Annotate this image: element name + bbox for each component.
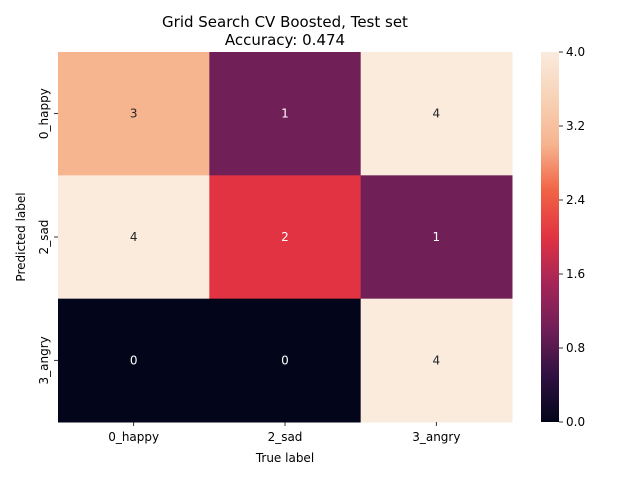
colorbar <box>541 52 559 422</box>
colorbar-ticks: 0.0 0.8 1.6 2.4 3.2 4.0 <box>559 45 585 429</box>
cell-value-label: 1 <box>281 107 289 121</box>
colorbar-tick-label: 0.0 <box>566 415 585 429</box>
heatmap-cell <box>209 52 362 176</box>
colorbar-tick-label: 1.6 <box>566 267 585 281</box>
chart-title-line2: Accuracy: 0.474 <box>225 31 345 49</box>
y-axis-label: Predicted label <box>14 192 28 281</box>
y-axis-ticks: 0_happy 2_sad 3_angry <box>37 88 58 384</box>
chart-title-line1: Grid Search CV Boosted, Test set <box>162 13 408 31</box>
colorbar-tick-label: 0.8 <box>566 341 585 355</box>
heatmap-cell <box>58 298 210 423</box>
heatmap-cell <box>58 175 210 300</box>
heatmap-cell <box>58 52 210 176</box>
x-tick-label: 2_sad <box>268 430 303 444</box>
cell-value-label: 0 <box>281 353 289 367</box>
x-axis-label: True label <box>255 451 314 465</box>
heatmap-cells: 3 1 4 4 2 1 0 0 4 <box>58 52 513 423</box>
heatmap-cell <box>360 175 513 300</box>
cell-value-label: 4 <box>433 107 441 121</box>
x-tick-label: 3_angry <box>412 430 460 444</box>
y-tick-label: 0_happy <box>37 88 51 139</box>
heatmap-cell <box>360 298 513 423</box>
y-tick-label: 2_sad <box>37 220 51 255</box>
cell-value-label: 4 <box>130 230 138 244</box>
cell-value-label: 1 <box>433 230 441 244</box>
y-tick-label: 3_angry <box>37 336 51 384</box>
cell-value-label: 3 <box>130 107 138 121</box>
colorbar-tick-label: 4.0 <box>566 45 585 59</box>
x-tick-label: 0_happy <box>108 430 159 444</box>
cell-value-label: 0 <box>130 353 138 367</box>
heatmap-cell <box>209 298 362 423</box>
heatmap-cell <box>209 175 362 300</box>
cell-value-label: 4 <box>433 353 441 367</box>
heatmap-cell <box>360 52 513 176</box>
colorbar-tick-label: 2.4 <box>566 193 585 207</box>
colorbar-tick-label: 3.2 <box>566 119 585 133</box>
x-axis-ticks: 0_happy 2_sad 3_angry <box>108 422 460 444</box>
cell-value-label: 2 <box>281 230 289 244</box>
